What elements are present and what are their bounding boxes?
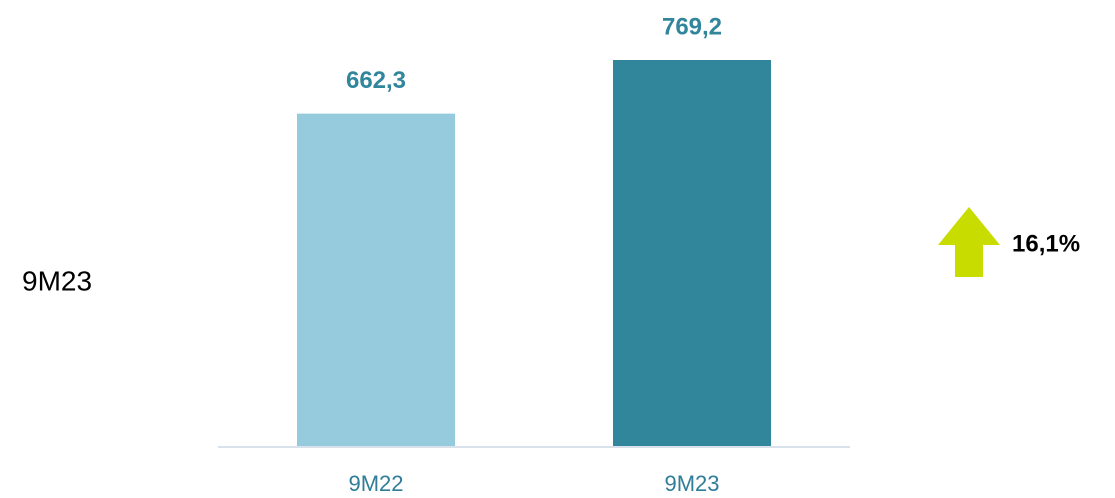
value-label: 662,3 [346,67,406,94]
annotation: 16,1% [1012,230,1080,257]
value-label: 769,2 [662,13,722,40]
side-label: 9M23 [22,265,92,296]
x-tick-label: 9M22 [348,471,403,496]
bar [297,113,455,447]
x-tick-label: 9M23 [664,471,719,496]
up-arrow [938,207,1000,277]
bar [613,60,771,446]
